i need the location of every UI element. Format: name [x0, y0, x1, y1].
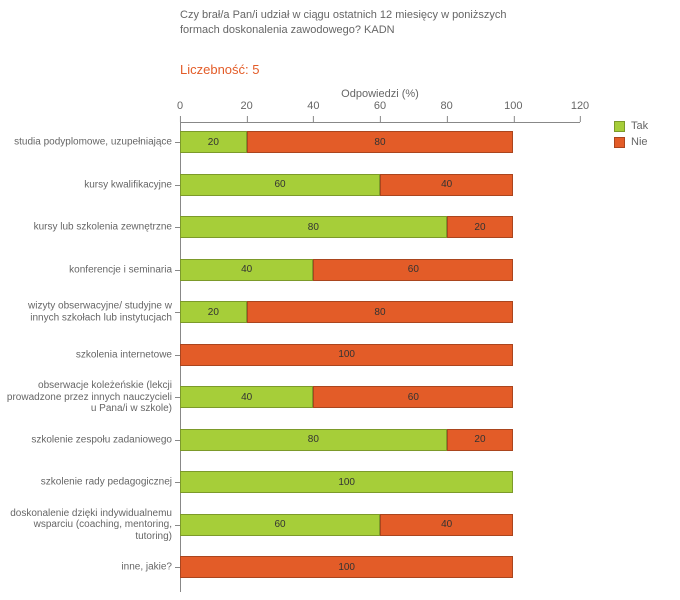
bar-segment: 20	[447, 429, 514, 451]
category-label: szkolenia internetowe	[2, 349, 172, 361]
bar-segment: 20	[180, 301, 247, 323]
category-label: wizyty obserwacyjne/ studyjne w innych s…	[2, 301, 172, 324]
category-label: inne, jakie?	[2, 561, 172, 573]
bar-row: konferencje i seminaria4060	[180, 258, 580, 282]
plot-area: 020406080100120studia podyplomowe, uzupe…	[180, 122, 580, 592]
bar-segment: 20	[180, 131, 247, 153]
category-label: szkolenie zespołu zadaniowego	[2, 434, 172, 446]
category-label: doskonalenie dzięki indywidualnemu wspar…	[2, 507, 172, 542]
category-label: konferencje i seminaria	[2, 264, 172, 276]
bar-segment: 20	[447, 216, 514, 238]
bar-segment: 60	[180, 514, 380, 536]
xaxis-tick: 80	[441, 100, 453, 112]
xaxis-tick: 100	[504, 100, 522, 112]
category-label: szkolenie rady pedagogicznej	[2, 476, 172, 488]
bar-segment: 80	[180, 429, 447, 451]
bar-row: studia podyplomowe, uzupełniające2080	[180, 130, 580, 154]
bar-row: szkolenia internetowe100	[180, 343, 580, 367]
bar-segment: 80	[247, 131, 514, 153]
bar-segment: 80	[180, 216, 447, 238]
legend-swatch	[614, 137, 625, 148]
bar-row: obserwacje koleżeńskie (lekcji prowadzon…	[180, 385, 580, 409]
legend: Tak Nie	[614, 120, 672, 152]
xaxis-tick: 120	[571, 100, 589, 112]
bar-segment: 80	[247, 301, 514, 323]
category-label: kursy lub szkolenia zewnętrzne	[2, 221, 172, 233]
xaxis-tick-mark	[447, 116, 448, 122]
xaxis-tick-mark	[313, 116, 314, 122]
legend-label: Tak	[631, 120, 648, 132]
category-label: kursy kwalifikacyjne	[2, 179, 172, 191]
bar-row: inne, jakie?100	[180, 555, 580, 579]
category-label: studia podyplomowe, uzupełniające	[2, 136, 172, 148]
bar-segment: 40	[180, 386, 313, 408]
bar-row: szkolenie zespołu zadaniowego8020	[180, 428, 580, 452]
bar-segment: 100	[180, 471, 513, 493]
bar-segment: 100	[180, 556, 513, 578]
legend-label: Nie	[631, 136, 648, 148]
bar-row: wizyty obserwacyjne/ studyjne w innych s…	[180, 300, 580, 324]
xaxis-tick-mark	[247, 116, 248, 122]
category-label: obserwacje koleżeńskie (lekcji prowadzon…	[2, 380, 172, 415]
chart-container: Czy brał/a Pan/i udział w ciągu ostatnic…	[0, 0, 680, 600]
legend-item: Tak	[614, 120, 672, 132]
legend-swatch	[614, 121, 625, 132]
bar-segment: 60	[313, 259, 513, 281]
xaxis-tick: 40	[307, 100, 319, 112]
bar-row: doskonalenie dzięki indywidualnemu wspar…	[180, 513, 580, 537]
bar-segment: 100	[180, 344, 513, 366]
xaxis-tick: 0	[177, 100, 183, 112]
bar-segment: 40	[380, 514, 513, 536]
bar-segment: 40	[180, 259, 313, 281]
xaxis-tick: 60	[374, 100, 386, 112]
xaxis-title: Odpowiedzi (%)	[180, 88, 580, 100]
bar-segment: 60	[180, 174, 380, 196]
xaxis-tick-mark	[580, 116, 581, 122]
bar-segment: 40	[380, 174, 513, 196]
xaxis-tick: 20	[241, 100, 253, 112]
xaxis-tick-mark	[513, 116, 514, 122]
bar-row: kursy kwalifikacyjne6040	[180, 173, 580, 197]
xaxis-tick-mark	[380, 116, 381, 122]
legend-item: Nie	[614, 136, 672, 148]
chart-title: Czy brał/a Pan/i udział w ciągu ostatnic…	[180, 8, 540, 38]
xaxis-tick-mark	[180, 116, 181, 122]
chart-subtitle: Liczebność: 5	[180, 62, 260, 77]
bar-segment: 60	[313, 386, 513, 408]
axis-line-top	[180, 122, 580, 123]
bar-row: szkolenie rady pedagogicznej100	[180, 470, 580, 494]
bar-row: kursy lub szkolenia zewnętrzne8020	[180, 215, 580, 239]
